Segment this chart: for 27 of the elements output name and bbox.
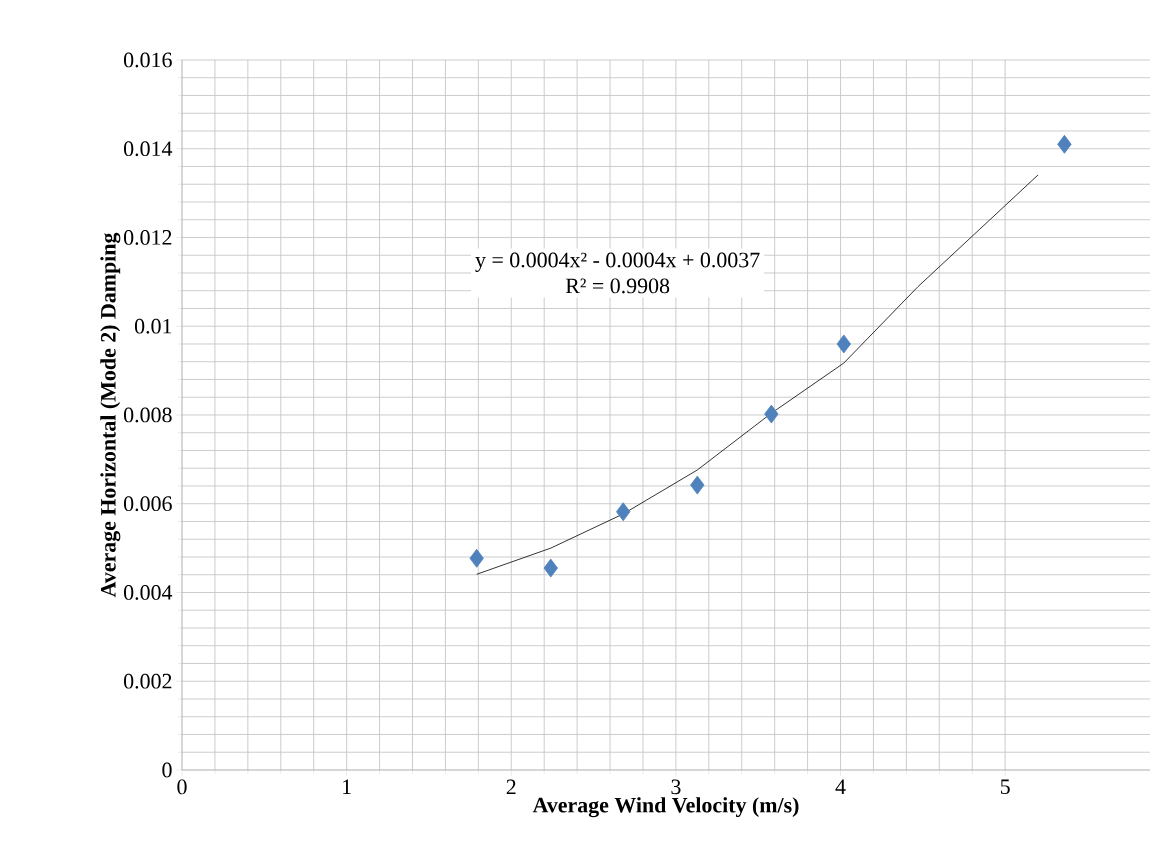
x-tick-label: 4 [835, 779, 846, 794]
point [836, 334, 851, 354]
x-axis-title: Average Wind Velocity (m/s) [532, 797, 799, 818]
x-tick-label: 0 [177, 779, 187, 795]
point [1057, 134, 1072, 154]
point [469, 548, 484, 568]
line-series [476, 174, 1039, 575]
point [764, 404, 779, 424]
annotation: R² = 0.9908 [565, 278, 670, 294]
y-tick-label: 0.01 [134, 318, 172, 334]
y-tick-label: 0.014 [124, 141, 173, 157]
point [690, 475, 705, 495]
y-tick-label: 0 [162, 762, 172, 778]
x-tick-label: 1 [343, 779, 351, 794]
x-tick-label: 2 [506, 779, 516, 795]
y-tick-label: 0.012 [124, 230, 172, 245]
y-tick-label: 0.002 [124, 673, 172, 689]
x-tick-label: 3 [671, 779, 681, 795]
y-tick-label: 0.008 [124, 407, 172, 423]
y-axis-title: Average Horizontal (Mode 2) Damping [100, 232, 121, 598]
y-tick-label: 0.016 [124, 52, 172, 68]
x-tick-label: 5 [1000, 779, 1010, 795]
annotation: y = 0.0004x² - 0.0004x + 0.0037 [475, 252, 760, 272]
point [543, 558, 558, 578]
y-tick-label: 0.006 [124, 496, 172, 512]
point [616, 502, 631, 522]
y-tick-label: 0.004 [124, 585, 173, 600]
